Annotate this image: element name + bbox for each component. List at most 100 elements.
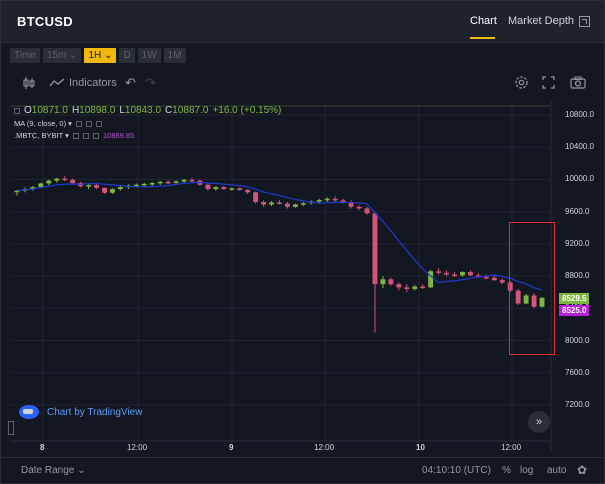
candle-body	[483, 276, 489, 279]
candle-body	[467, 272, 473, 276]
mbtc-legend-label[interactable]: .MBTC, BYBIT ▾	[14, 131, 69, 140]
settings-icon[interactable]	[85, 120, 92, 127]
close-icon[interactable]	[92, 132, 99, 139]
visibility-icon[interactable]	[75, 120, 82, 127]
close-icon[interactable]	[95, 120, 102, 127]
price-tick-label: 10400.0	[565, 142, 594, 152]
settings-icon[interactable]	[82, 132, 89, 139]
candle-body	[213, 187, 219, 190]
symbol-title: BTCUSD	[17, 14, 73, 29]
interval-time[interactable]: Time	[10, 48, 40, 63]
auto-toggle[interactable]: auto	[547, 465, 567, 476]
price-tick-label: 8800.0	[565, 271, 590, 281]
price-chart[interactable]	[10, 101, 597, 453]
candle-body	[491, 277, 497, 281]
candle-body	[284, 203, 290, 207]
chevron-right-icon[interactable]: »	[528, 411, 550, 433]
ma-legend-row: MA (9, close, 0) ▾	[14, 119, 281, 128]
candle-body	[46, 180, 52, 184]
last-price-tag: 8529.5	[559, 293, 590, 304]
candle-body	[205, 184, 211, 190]
candle-body	[404, 287, 410, 289]
tradingview-logo-icon	[19, 405, 39, 419]
gear-icon[interactable]: ✿	[577, 463, 588, 477]
candle-body	[181, 179, 187, 182]
header-bar: BTCUSD Chart Market Depth	[1, 1, 604, 43]
interval-day[interactable]: D	[119, 48, 135, 63]
candle-body	[149, 183, 155, 185]
ma-price-tag: 8525.0	[559, 305, 590, 316]
candle-body	[54, 178, 60, 181]
candle-body	[94, 185, 99, 188]
camera-icon[interactable]	[570, 76, 586, 89]
price-tick-label: 7200.0	[565, 400, 590, 409]
indicators-icon[interactable]	[49, 77, 65, 89]
price-tick-label: 8000.0	[565, 335, 590, 345]
candle-body	[364, 208, 370, 214]
candle-body	[292, 204, 298, 207]
interval-15m[interactable]: 15m ⌄	[42, 48, 82, 63]
interval-1h[interactable]: 1H ⌄	[84, 48, 117, 63]
scroll-handle[interactable]	[8, 421, 14, 435]
candle-body	[237, 188, 243, 190]
candle-body	[475, 275, 481, 277]
candlestick-icon[interactable]	[22, 76, 36, 90]
candle-body	[539, 297, 545, 307]
open-value: 10871.0	[31, 105, 68, 116]
candle-body	[165, 181, 171, 184]
percent-toggle[interactable]: %	[502, 465, 511, 476]
visibility-icon[interactable]	[72, 132, 79, 139]
chart-toolbar: Indicators ↶ ↷	[1, 71, 604, 97]
redo-icon[interactable]: ↷	[145, 75, 156, 90]
candle-body	[531, 295, 537, 307]
candle-body	[420, 286, 426, 289]
gear-icon[interactable]	[514, 75, 529, 90]
mbtc-legend-value: 10889.85	[102, 131, 135, 140]
low-value: 10843.0	[124, 105, 162, 116]
ma-legend-label[interactable]: MA (9, close, 0) ▾	[14, 119, 72, 128]
time-tick-label: 9	[229, 443, 234, 452]
undo-icon[interactable]: ↶	[125, 75, 136, 90]
indicators-button[interactable]: Indicators	[69, 77, 117, 89]
candle-body	[523, 295, 529, 304]
mbtc-legend-row: .MBTC, BYBIT ▾ 10889.85	[14, 131, 281, 140]
candle-body	[380, 279, 386, 285]
time-tick-label: 10	[416, 443, 425, 452]
candle-body	[86, 185, 92, 187]
candle-body	[189, 179, 195, 182]
candle-body	[133, 184, 139, 187]
candle-body	[316, 199, 322, 202]
legend-toggle-icon[interactable]	[14, 107, 20, 114]
interval-week[interactable]: 1W	[137, 48, 161, 63]
candle-body	[245, 189, 251, 193]
expand-icon[interactable]	[579, 16, 590, 27]
candle-body	[117, 187, 123, 190]
candle-body	[452, 274, 457, 276]
high-value: 10898.0	[79, 105, 116, 116]
high-label: H	[71, 105, 80, 116]
date-range-button[interactable]: Date Range ⌄	[21, 465, 86, 476]
time-tick-label: 8	[40, 443, 45, 452]
candle-body	[324, 198, 330, 201]
candle-body	[499, 280, 505, 283]
candle-body	[340, 200, 346, 202]
tradingview-watermark[interactable]: Chart by TradingView	[19, 405, 142, 419]
candle-body	[173, 181, 179, 183]
candle-body	[412, 286, 418, 289]
tab-chart[interactable]: Chart	[470, 15, 497, 27]
interval-month[interactable]: 1M	[163, 48, 186, 63]
log-toggle[interactable]: log	[520, 465, 534, 476]
tab-market-depth[interactable]: Market Depth	[508, 15, 575, 27]
candle-body	[348, 202, 354, 207]
candle-body	[277, 202, 282, 204]
candle-body	[62, 178, 68, 181]
fullscreen-icon[interactable]	[542, 76, 555, 89]
candle-body	[109, 189, 115, 193]
candle-body	[388, 279, 394, 285]
watermark-text: Chart by TradingView	[47, 406, 143, 418]
low-label: L	[119, 105, 125, 116]
open-label: O	[24, 105, 32, 116]
candle-body	[70, 179, 76, 184]
candle-body	[515, 290, 521, 304]
